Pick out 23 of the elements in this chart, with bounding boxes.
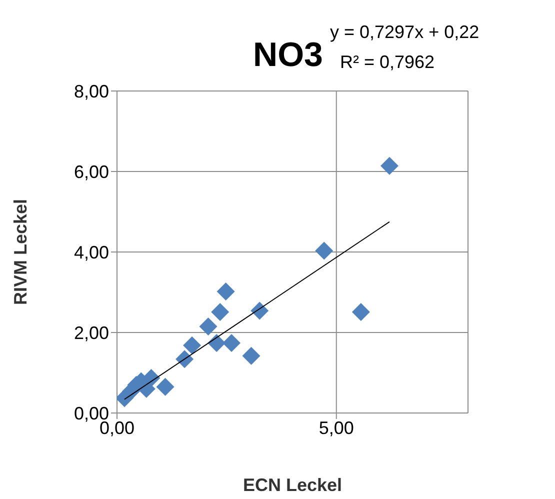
y-tick-label: 6,00 bbox=[74, 162, 109, 182]
x-tick-label: 5,00 bbox=[318, 418, 354, 438]
x-axis-title: ECN Leckel bbox=[242, 475, 342, 495]
point bbox=[222, 334, 241, 352]
chart-title: NO3 bbox=[253, 36, 323, 74]
point bbox=[315, 242, 334, 260]
y-tick-label: 0,00 bbox=[74, 403, 109, 424]
point bbox=[250, 302, 269, 320]
text: y = 0,7297x + 0,22 bbox=[330, 22, 480, 43]
point bbox=[211, 302, 230, 321]
y-tick-label: 8,00 bbox=[74, 81, 109, 102]
point bbox=[352, 302, 370, 321]
y-tick-label: 4,00 bbox=[74, 242, 109, 262]
point bbox=[156, 378, 174, 396]
point bbox=[183, 336, 202, 354]
point bbox=[380, 156, 398, 175]
point bbox=[216, 282, 235, 300]
y-axis-title: RIVM Leckel bbox=[10, 198, 30, 306]
point bbox=[242, 346, 260, 365]
text: R² = 0,7962 bbox=[340, 52, 435, 73]
point bbox=[176, 350, 194, 368]
y-tick-label: 2,00 bbox=[74, 322, 109, 343]
point bbox=[199, 317, 218, 336]
